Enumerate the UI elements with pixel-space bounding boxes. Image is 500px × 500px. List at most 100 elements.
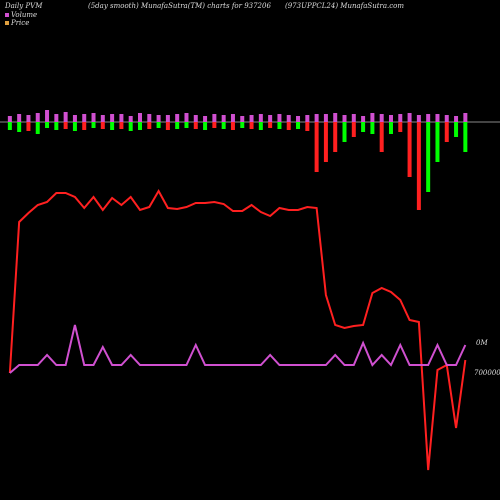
volume-bar-up [212, 114, 217, 122]
volume-bar-down [398, 122, 403, 132]
volume-bar-down [314, 122, 319, 172]
volume-bar-up [296, 116, 301, 122]
volume-bar-up [17, 114, 22, 122]
volume-bar-down [91, 122, 96, 128]
volume-bar-down [35, 122, 40, 134]
volume-bar-down [361, 122, 366, 132]
volume-bar-up [156, 115, 161, 122]
volume-bar-up [444, 115, 449, 122]
right-label: 700000.0 [474, 369, 500, 377]
volume-bar-up [342, 115, 347, 122]
line-volume [9, 324, 467, 374]
volume-bar-down [407, 122, 412, 177]
legend-label: Price [10, 19, 29, 27]
title-mid: (5day smooth) MunafaSutra(TM) charts for… [88, 2, 271, 10]
volume-bar-up [193, 115, 198, 122]
volume-bar-down [54, 122, 59, 130]
volume-bar-down [82, 122, 87, 130]
volume-bar-down [26, 122, 31, 131]
volume-bar-up [54, 114, 59, 122]
volume-bar-down [45, 122, 50, 128]
volume-bar-down [119, 122, 124, 129]
volume-bar-down [203, 122, 208, 130]
volume-bar-up [277, 114, 282, 122]
line-price [8, 188, 467, 471]
volume-bar-up [416, 115, 421, 122]
legend-swatch [5, 21, 9, 25]
volume-bar-up [286, 115, 291, 122]
volume-bar-up [26, 115, 31, 122]
volume-bar-up [370, 113, 375, 122]
volume-bar-up [407, 113, 412, 122]
volume-bar-down [416, 122, 421, 210]
volume-bar-up [230, 114, 235, 122]
volume-bar-up [45, 110, 50, 122]
volume-bar-up [91, 113, 96, 122]
volume-bar-up [100, 115, 105, 122]
volume-bar-up [128, 116, 133, 122]
volume-bar-down [454, 122, 459, 137]
volume-bar-up [351, 114, 356, 122]
volume-bar-up [379, 114, 384, 122]
volume-bar-down [342, 122, 347, 142]
volume-bar-up [175, 114, 180, 122]
volume-bar-down [175, 122, 180, 129]
volume-bar-down [305, 122, 310, 131]
volume-bar-down [268, 122, 273, 128]
volume-bar-up [240, 116, 245, 122]
volume-bar-up [147, 114, 152, 122]
volume-bar-down [7, 122, 12, 130]
volume-bar-up [454, 116, 459, 122]
volume-bar-down [370, 122, 375, 134]
volume-bar-down [379, 122, 384, 152]
volume-bar-up [184, 113, 189, 122]
legend-swatch [5, 13, 9, 17]
volume-bar-down [212, 122, 217, 128]
right-label: 0M [476, 339, 488, 347]
volume-bar-down [249, 122, 254, 129]
volume-bar-up [305, 115, 310, 122]
volume-bar-down [147, 122, 152, 129]
volume-bar-up [323, 114, 328, 122]
volume-bar-up [63, 112, 68, 122]
volume-bar-down [221, 122, 226, 129]
volume-bar-up [268, 115, 273, 122]
volume-bar-down [193, 122, 198, 129]
title-left: Daily PVM [4, 2, 43, 10]
volume-bar-up [314, 114, 319, 122]
volume-bar-down [230, 122, 235, 130]
title-right: (973UPPCL24) MunafaSutra.com [285, 2, 404, 10]
volume-bar-up [119, 114, 124, 122]
volume-bar-down [240, 122, 245, 128]
volume-bar-down [323, 122, 328, 162]
volume-bar-down [388, 122, 393, 134]
volume-bar-up [72, 115, 77, 122]
volume-bar-down [128, 122, 133, 131]
volume-bar-up [361, 116, 366, 122]
volume-bar-up [7, 116, 12, 122]
volume-bar-down [463, 122, 468, 152]
volume-bar-up [203, 116, 208, 122]
volume-bar-up [249, 115, 254, 122]
volume-bar-down [333, 122, 338, 152]
volume-bar-up [138, 113, 142, 122]
volume-bar-up [35, 113, 40, 122]
volume-bar-down [296, 122, 301, 129]
volume-bar-down [426, 122, 431, 192]
volume-bar-up [110, 114, 115, 122]
volume-bar-up [258, 114, 263, 122]
volume-bar-down [258, 122, 263, 130]
volume-bar-down [138, 122, 142, 130]
volume-bar-down [184, 122, 189, 128]
volume-bar-up [165, 115, 170, 122]
volume-bar-up [426, 114, 431, 122]
volume-bar-up [435, 114, 440, 122]
volume-bar-up [333, 113, 338, 122]
volume-bar-down [444, 122, 449, 142]
volume-bar-up [463, 113, 468, 122]
legend-label: Volume [11, 11, 37, 19]
volume-bar-down [110, 122, 115, 130]
volume-bar-up [82, 114, 87, 122]
